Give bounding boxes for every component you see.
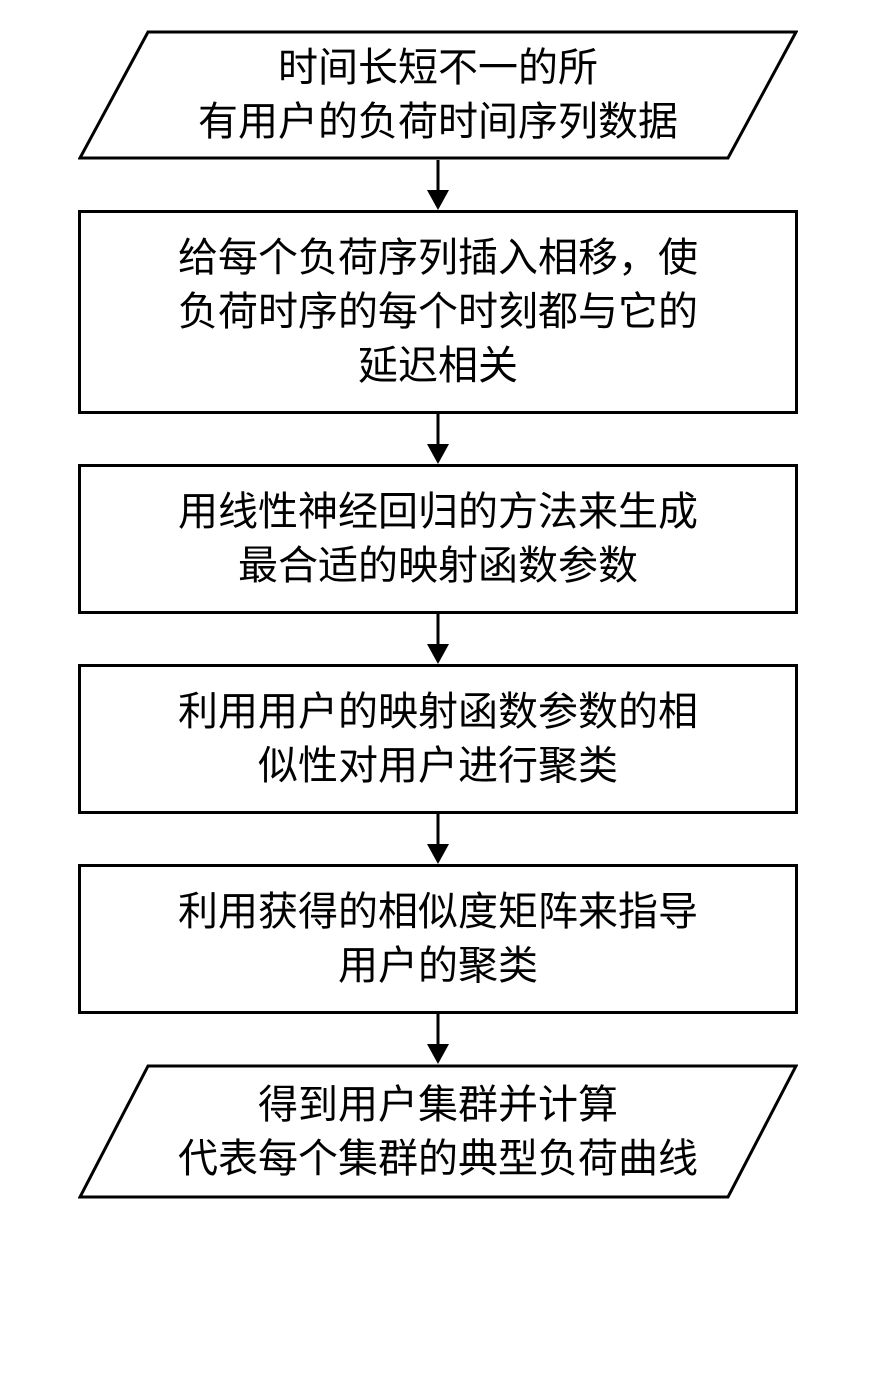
flowchart-arrow — [423, 160, 453, 210]
node-text: 利用获得的相似度矩阵来指导 用户的聚类 — [178, 885, 698, 993]
flowchart-process-node: 利用用户的映射函数参数的相 似性对用户进行聚类 — [78, 664, 798, 814]
flowchart-process-node: 利用获得的相似度矩阵来指导 用户的聚类 — [78, 864, 798, 1014]
flowchart-arrow — [423, 414, 453, 464]
arrow-icon — [423, 614, 453, 664]
node-text: 用线性神经回归的方法来生成 最合适的映射函数参数 — [178, 485, 698, 593]
arrow-icon — [423, 814, 453, 864]
node-text: 得到用户集群并计算 代表每个集群的典型负荷曲线 — [178, 1078, 698, 1186]
flowchart-arrow — [423, 1014, 453, 1064]
flowchart-process-node: 用线性神经回归的方法来生成 最合适的映射函数参数 — [78, 464, 798, 614]
flowchart-arrow — [423, 614, 453, 664]
flowchart-end-node: 得到用户集群并计算 代表每个集群的典型负荷曲线 — [78, 1064, 798, 1199]
flowchart-arrow — [423, 814, 453, 864]
arrow-icon — [423, 414, 453, 464]
arrow-icon — [423, 160, 453, 210]
node-text: 利用用户的映射函数参数的相 似性对用户进行聚类 — [178, 685, 698, 793]
flowchart-start-node: 时间长短不一的所 有用户的负荷时间序列数据 — [78, 30, 798, 160]
node-text: 时间长短不一的所 有用户的负荷时间序列数据 — [198, 41, 678, 149]
flowchart-process-node: 给每个负荷序列插入相移，使 负荷时序的每个时刻都与它的 延迟相关 — [78, 210, 798, 414]
node-text: 给每个负荷序列插入相移，使 负荷时序的每个时刻都与它的 延迟相关 — [178, 231, 698, 393]
arrow-icon — [423, 1014, 453, 1064]
flowchart-container: 时间长短不一的所 有用户的负荷时间序列数据 给每个负荷序列插入相移，使 负荷时序… — [50, 30, 826, 1199]
